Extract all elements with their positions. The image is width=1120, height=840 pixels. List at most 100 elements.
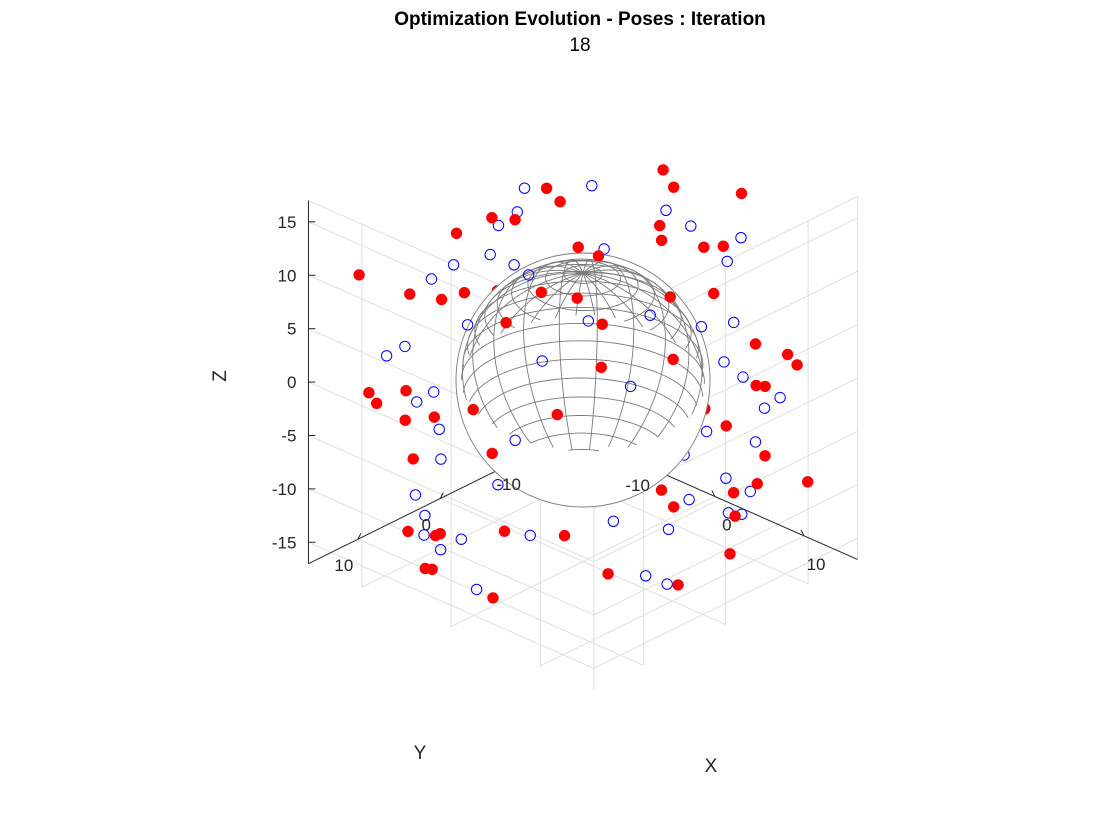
- sphere-meridian: [461, 272, 584, 401]
- gridline-y: [357, 538, 644, 666]
- sphere-meridian: [582, 272, 644, 328]
- sphere-meridian: [493, 265, 584, 444]
- z-tick-label: -15: [272, 533, 297, 552]
- initial-pose-marker: [470, 583, 483, 596]
- optimized-pose-marker: [724, 548, 736, 560]
- optimized-pose-marker: [657, 164, 669, 176]
- optimized-pose-marker: [404, 288, 416, 300]
- initial-pose-marker: [737, 371, 749, 383]
- optimized-pose-marker: [720, 420, 732, 432]
- initial-pose-marker: [624, 380, 637, 393]
- initial-pose-marker: [433, 423, 445, 435]
- optimized-pose-marker: [735, 187, 748, 200]
- optimized-pose-marker: [419, 562, 431, 575]
- sphere-meridian: [582, 272, 676, 343]
- x-tick-mark: [800, 529, 805, 537]
- sphere-latitude: [469, 358, 698, 406]
- optimized-pose-marker: [668, 501, 680, 513]
- initial-pose-marker: [644, 309, 656, 321]
- optimized-pose-marker: [655, 484, 668, 496]
- gridline-y: [440, 498, 726, 626]
- optimized-pose-marker: [558, 529, 571, 542]
- optimized-pose-marker: [727, 487, 740, 499]
- x-tick-mark: [711, 490, 716, 497]
- initial-pose-marker: [428, 386, 440, 398]
- initial-pose-marker: [484, 248, 496, 261]
- sphere-meridian: [582, 272, 616, 318]
- sphere-meridian: [472, 269, 584, 429]
- initial-pose-marker: [744, 485, 756, 498]
- optimized-pose-marker: [672, 579, 684, 591]
- sphere-meridian: [582, 265, 666, 448]
- optimized-pose-marker: [729, 510, 741, 522]
- sphere-meridian: [582, 261, 635, 448]
- optimized-pose-marker: [655, 234, 668, 247]
- optimized-pose-marker: [435, 293, 448, 306]
- z-tick-label: -5: [281, 426, 296, 445]
- x-tick-label: 0: [722, 515, 731, 534]
- initial-pose-marker: [640, 570, 652, 582]
- optimized-pose-marker: [667, 353, 679, 365]
- x-tick-label: -10: [625, 476, 650, 495]
- initial-pose-marker: [447, 259, 460, 271]
- initial-pose-marker: [774, 391, 786, 404]
- optimized-pose-marker: [498, 525, 511, 537]
- optimized-pose-marker: [428, 411, 440, 423]
- z-tick-label: 10: [278, 266, 297, 285]
- initial-pose-marker: [662, 523, 675, 535]
- initial-pose-marker: [758, 402, 771, 414]
- optimized-pose-marker: [654, 219, 666, 232]
- optimized-pose-marker: [450, 227, 463, 240]
- y-axis-label: Y: [414, 743, 427, 764]
- optimized-pose-marker: [781, 348, 794, 361]
- initial-pose-marker: [700, 425, 713, 438]
- optimized-pose-marker: [458, 287, 471, 299]
- optimized-pose-marker: [592, 250, 605, 262]
- y-tick-mark: [357, 532, 362, 540]
- optimized-pose-marker: [540, 182, 553, 195]
- sphere-meridian: [469, 272, 584, 357]
- optimized-pose-marker: [353, 269, 365, 281]
- initial-pose-marker: [586, 180, 598, 192]
- optimized-pose-marker: [791, 359, 803, 371]
- initial-pose-marker: [508, 259, 520, 271]
- y-tick-label: 0: [422, 516, 431, 535]
- scatter-points: [353, 164, 814, 604]
- initial-pose-marker: [683, 493, 695, 506]
- sphere-meridian: [582, 272, 703, 415]
- sphere-latitude: [496, 263, 670, 331]
- optimized-pose-marker: [363, 387, 375, 399]
- optimized-pose-marker: [407, 453, 419, 465]
- tick-labels: -15 -10 -5 0 5 10 15 -10 0 10 -10 0 10: [272, 213, 826, 575]
- sphere-latitude: [530, 432, 637, 446]
- sphere-meridian: [523, 261, 584, 448]
- initial-pose-marker: [455, 533, 467, 545]
- initial-pose-marker: [380, 350, 393, 362]
- initial-pose-marker: [721, 255, 733, 268]
- initial-pose-marker: [720, 472, 732, 484]
- optimized-pose-marker: [668, 181, 680, 193]
- initial-pose-marker: [582, 315, 594, 327]
- optimized-pose-marker: [486, 447, 498, 460]
- optimized-pose-marker: [759, 450, 771, 462]
- initial-pose-marker: [522, 269, 535, 281]
- initial-pose-marker: [434, 544, 447, 556]
- initial-pose-marker: [685, 220, 697, 232]
- optimized-pose-marker: [751, 478, 763, 490]
- optimized-pose-marker: [698, 241, 710, 253]
- initial-pose-marker: [419, 509, 431, 522]
- optimized-pose-marker: [554, 196, 566, 208]
- optimized-pose-marker: [402, 525, 414, 538]
- optimized-pose-marker: [596, 318, 608, 330]
- chart-title: Optimization Evolution - Poses : Iterati…: [394, 9, 766, 30]
- wireframe-sphere: [455, 252, 711, 508]
- z-tick-label: 0: [287, 373, 296, 392]
- initial-pose-marker: [728, 316, 740, 329]
- optimized-pose-marker: [572, 241, 584, 253]
- chart-subtitle: 18: [569, 35, 591, 56]
- optimized-pose-marker: [664, 291, 676, 303]
- title-block: Optimization Evolution - Poses : Iterati…: [0, 8, 1120, 58]
- optimized-pose-marker: [434, 528, 446, 540]
- initial-pose-marker: [695, 321, 708, 333]
